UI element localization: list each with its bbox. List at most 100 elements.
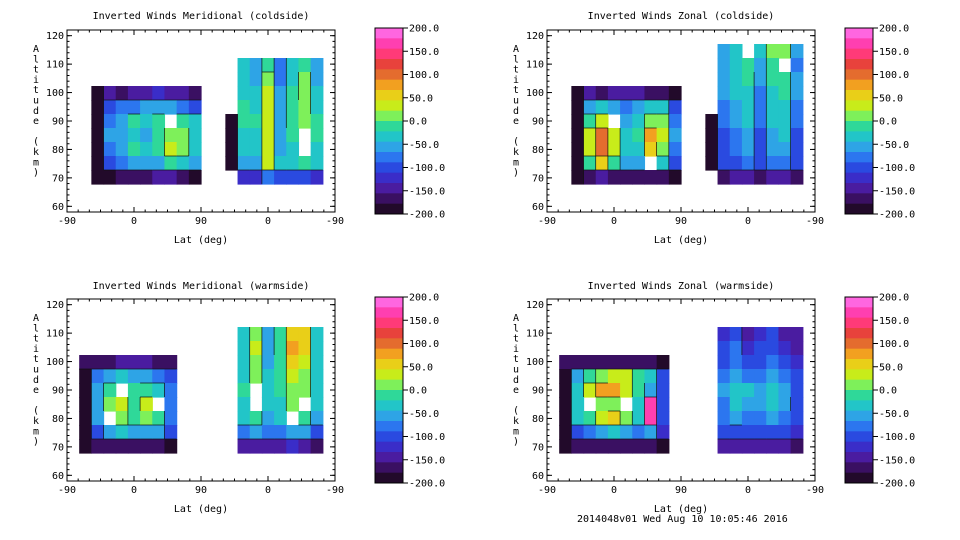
heatmap-cell xyxy=(778,369,792,384)
heatmap-cell xyxy=(249,142,263,157)
heatmap-cell xyxy=(164,383,178,398)
heatmap-cell xyxy=(91,170,105,185)
heatmap-cell xyxy=(237,128,251,143)
y-axis-label-char: A xyxy=(33,44,39,55)
colorbar-segment xyxy=(375,90,403,101)
heatmap-cell xyxy=(778,327,792,342)
colorbar-segment xyxy=(845,193,873,205)
heatmap-cell xyxy=(754,100,767,115)
heatmap-cell xyxy=(79,369,92,384)
heatmap-cell xyxy=(766,100,780,115)
y-axis-label-char: e xyxy=(33,385,39,396)
heatmap-cell xyxy=(790,156,804,171)
y-tick-label: 70 xyxy=(52,173,64,184)
heatmap-cell xyxy=(237,72,251,87)
colorbar-segment xyxy=(375,162,403,174)
heatmap-cell xyxy=(778,72,792,87)
heatmap-cell xyxy=(632,100,646,115)
heatmap-cell xyxy=(656,86,670,101)
colorbar-label: -50.0 xyxy=(409,140,439,151)
heatmap-cell xyxy=(237,425,251,440)
heatmap-cell xyxy=(152,100,166,115)
heatmap-cell xyxy=(310,156,324,171)
colorbar-label: 150.0 xyxy=(409,47,439,58)
heatmap-cell xyxy=(571,383,585,398)
heatmap-cell xyxy=(717,383,731,398)
heatmap-cell xyxy=(620,114,633,129)
panel-zonal-warmside: Inverted Winds Zonal (warmside) Lat (deg… xyxy=(513,281,915,515)
heatmap-cell xyxy=(310,170,324,185)
heatmap-cell xyxy=(115,86,129,101)
heatmap-cell xyxy=(310,128,324,143)
heatmap-cell xyxy=(274,369,287,384)
heatmap-cell xyxy=(298,341,312,356)
heatmap-cell xyxy=(79,397,92,412)
heatmap-cell xyxy=(790,170,804,185)
heatmap-cell xyxy=(705,114,719,129)
heatmap-cell xyxy=(310,425,324,440)
heatmap-cell xyxy=(595,156,609,171)
colorbar-segment xyxy=(845,48,873,60)
panel-zonal-coldside: Inverted Winds Zonal (coldside) Lat (deg… xyxy=(513,11,915,246)
heatmap-cell xyxy=(754,44,767,59)
heatmap-cell xyxy=(298,369,312,384)
x-tick-label: 90 xyxy=(675,485,687,496)
colorbar-label: 200.0 xyxy=(409,293,439,304)
heatmap-cell xyxy=(91,355,105,370)
y-axis-label-char: t xyxy=(513,354,519,365)
colorbar-segment xyxy=(375,69,403,81)
y-axis-label-char: A xyxy=(513,313,519,324)
heatmap-cell xyxy=(261,383,275,398)
heatmap-cell xyxy=(778,44,792,59)
heatmap-cell xyxy=(644,100,658,115)
y-axis-label-char: e xyxy=(513,385,519,396)
colorbar-label: 150.0 xyxy=(409,316,439,327)
heatmap-cell xyxy=(164,86,178,101)
heatmap-cell xyxy=(729,72,743,87)
heatmap-cell xyxy=(91,142,105,157)
heatmap-cell xyxy=(286,369,300,384)
heatmap-cell xyxy=(286,341,300,356)
heatmap-cell xyxy=(668,170,682,185)
heatmap-cell xyxy=(164,128,178,143)
heatmap-cell xyxy=(766,425,780,440)
y-tick-label: 100 xyxy=(526,357,544,368)
heatmap-cell xyxy=(717,439,731,454)
heatmap-cell xyxy=(115,411,129,426)
heatmap-cell xyxy=(152,425,166,440)
heatmap-cell xyxy=(766,397,780,412)
heatmap-cell xyxy=(790,44,804,59)
colorbar-segment xyxy=(375,328,403,339)
heatmap-cell xyxy=(176,100,190,115)
colorbar-segment xyxy=(375,48,403,60)
colorbar-segment xyxy=(845,431,873,443)
heatmap-cell xyxy=(176,156,190,171)
heatmap-cell xyxy=(225,156,239,171)
y-axis-label-char: i xyxy=(513,75,519,86)
heatmap-cell xyxy=(274,411,287,426)
heatmap-cell xyxy=(754,355,767,370)
heatmap-cell xyxy=(237,114,251,129)
y-axis-label-char: ( xyxy=(513,137,519,148)
heatmap-cell xyxy=(717,44,731,59)
colorbar-segment xyxy=(375,431,403,443)
heatmap-cell xyxy=(310,383,324,398)
heatmap-cell xyxy=(286,58,300,73)
heatmap-cell xyxy=(261,72,275,87)
heatmap-cell xyxy=(778,411,792,426)
heatmap-cell xyxy=(249,369,263,384)
colorbar-segment xyxy=(375,472,403,484)
heatmap-cell xyxy=(754,397,767,412)
y-tick-label: 120 xyxy=(526,300,544,311)
heatmap-cell xyxy=(620,383,633,398)
heatmap-cell xyxy=(559,439,572,454)
heatmap-cell xyxy=(741,425,755,440)
heatmap-cell xyxy=(152,355,166,370)
heatmap-cell xyxy=(607,156,621,171)
heatmap-cell xyxy=(741,142,755,157)
x-tick-label: -90 xyxy=(326,485,344,496)
y-tick-label: 60 xyxy=(52,202,64,213)
heatmap-cell xyxy=(188,128,202,143)
heatmap-cell xyxy=(644,355,658,370)
heatmap-cell xyxy=(237,439,251,454)
